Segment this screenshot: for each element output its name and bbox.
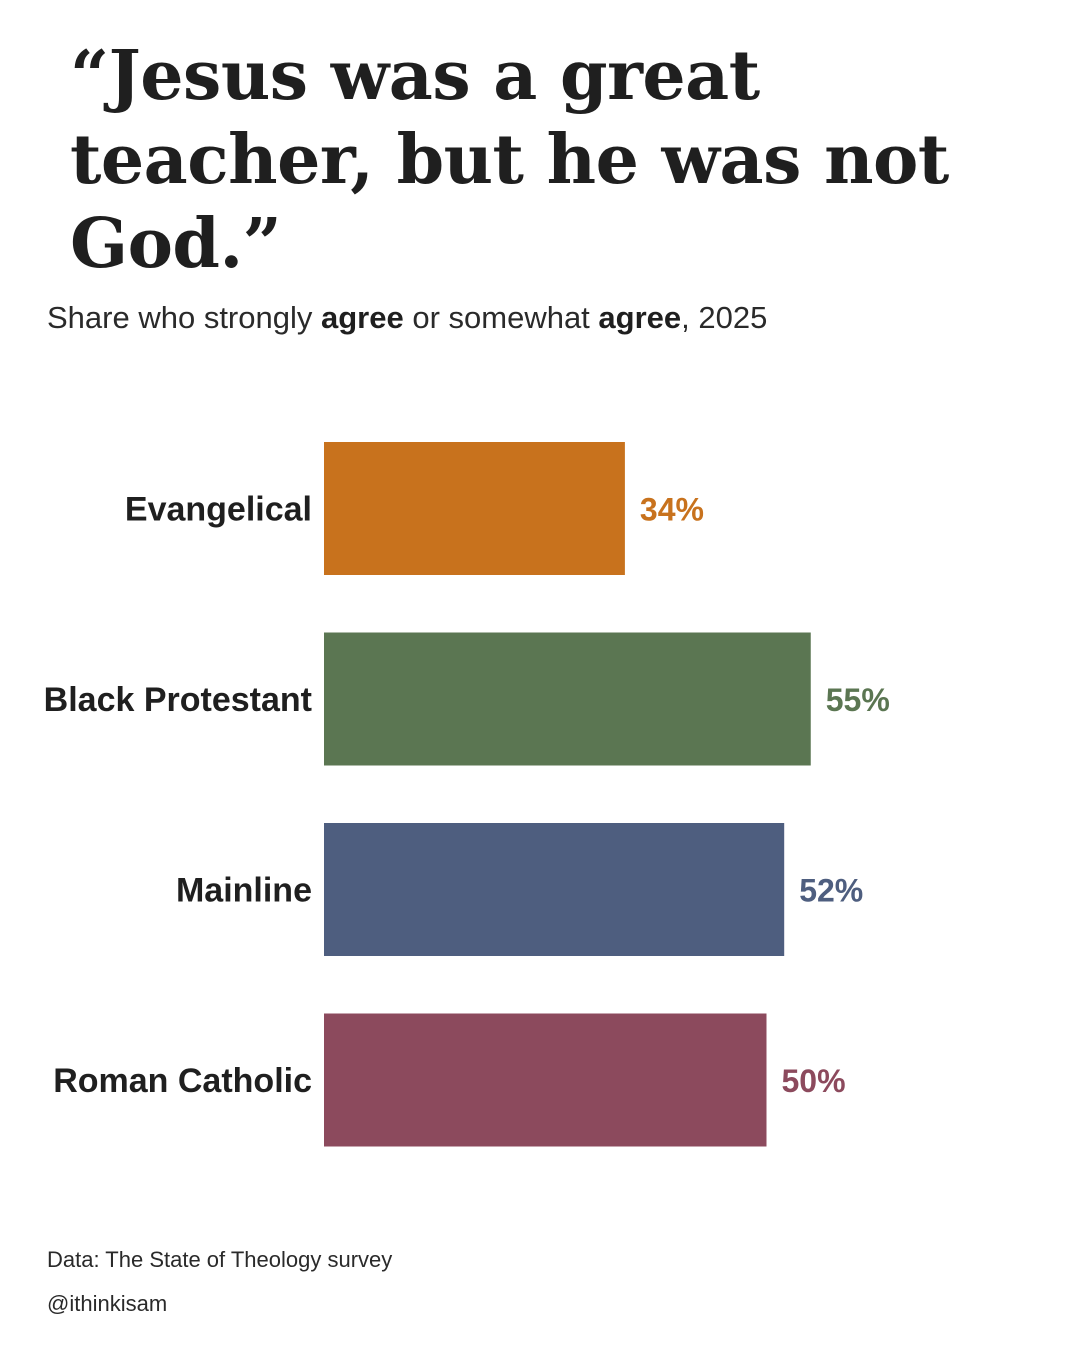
value-label-roman-catholic: 50% [782,1063,846,1099]
subtitle-text-2: or somewhat [403,300,599,335]
subtitle-text-3: , 2025 [681,300,768,335]
chart-title: “Jesus was a great teacher, but he was n… [70,36,949,284]
bar-black-protestant [324,632,811,766]
bar-mainline [324,823,785,956]
category-label-roman-catholic: Roman Catholic [53,1062,312,1100]
value-label-mainline: 52% [799,873,863,909]
value-label-evangelical: 34% [640,492,704,528]
chart-subtitle: Share who strongly agree or somewhat agr… [47,298,767,338]
category-label-black-protestant: Black Protestant [44,681,312,719]
value-label-black-protestant: 55% [826,682,890,718]
author-handle: @ithinkisam [47,1291,168,1316]
subtitle-bold-1: agree [320,300,404,335]
data-source: Data: The State of Theology survey [47,1247,393,1272]
subtitle-text-1: Share who strongly [47,300,321,335]
category-label-mainline: Mainline [176,872,312,910]
category-label-evangelical: Evangelical [125,491,312,529]
subtitle-bold-2: agree [598,300,682,335]
bar-evangelical [324,442,625,575]
bar-roman-catholic [324,1013,767,1147]
